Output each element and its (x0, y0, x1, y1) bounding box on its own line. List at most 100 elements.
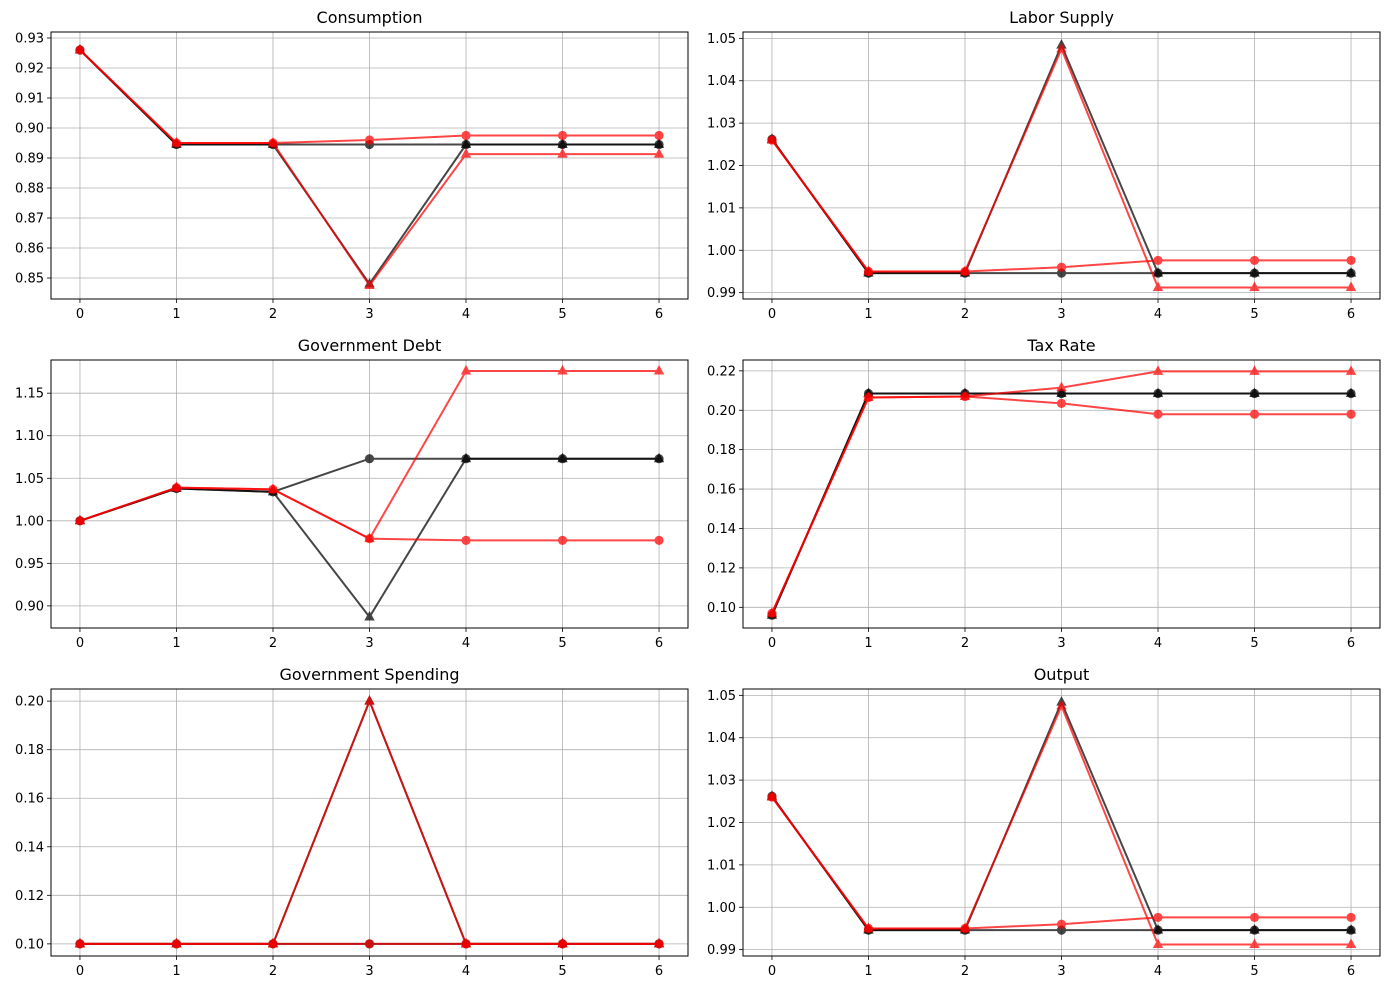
y-tick-label: 1.05 (15, 472, 44, 487)
y-tick-label: 0.87 (15, 212, 44, 227)
data-point (1056, 42, 1067, 53)
x-tick-label: 6 (655, 636, 663, 651)
x-tick-label: 6 (655, 307, 663, 322)
data-point (267, 483, 279, 493)
data-point (654, 130, 664, 141)
y-tick-label: 1.03 (707, 774, 736, 789)
data-point (1249, 387, 1260, 397)
data-point (267, 937, 279, 948)
data-point (1345, 281, 1357, 292)
subplot-1: 0 1 2 3 4 5 6 0.85 0.86 0.87 0.88 0.89 0.90 0.91 0.92 0… (15, 8, 689, 322)
data-point (1345, 365, 1357, 375)
y-tick-label: 0.14 (15, 840, 44, 855)
data-point (653, 148, 665, 158)
data-point (461, 535, 471, 545)
data-point (1249, 281, 1260, 292)
x-tick-label: 5 (558, 964, 566, 979)
y-tick-label: 0.90 (15, 599, 44, 614)
data-point (267, 137, 279, 147)
data-point (460, 452, 472, 463)
data-point (1346, 912, 1356, 923)
y-tick-label: 1.10 (15, 429, 44, 444)
y-tick-label: 1.01 (707, 858, 736, 873)
x-tick-label: 3 (1057, 307, 1065, 322)
data-point (1249, 409, 1260, 419)
y-tick-label: 1.01 (707, 201, 736, 216)
x-tick-label: 1 (864, 307, 872, 322)
axes-frame (742, 688, 1381, 957)
series-4 (766, 365, 1357, 617)
x-tick-label: 6 (655, 964, 663, 979)
x-tick-label: 1 (864, 964, 872, 979)
series-4 (74, 365, 665, 543)
x-tick-label: 3 (1057, 636, 1065, 651)
y-tick-label: 1.04 (707, 74, 736, 89)
y-tick-label: 1.00 (707, 244, 736, 259)
data-point (1249, 912, 1260, 923)
y-tick-label: 0.22 (707, 364, 736, 379)
data-point (461, 130, 471, 141)
data-point (74, 44, 86, 54)
y-tick-label: 1.00 (707, 901, 736, 916)
subplot-4: 0 1 2 3 4 5 6 0.10 0.12 0.14 0.16 0.18 0.20 0.22 Tax R… (707, 336, 1381, 651)
x-tick-label: 4 (1154, 307, 1162, 322)
y-tick-label: 0.18 (15, 743, 44, 758)
y-tick-label: 0.20 (707, 404, 736, 419)
y-tick-label: 0.10 (15, 937, 44, 952)
data-point (460, 937, 472, 948)
subplot-3: 0 1 2 3 4 5 6 0.90 0.95 1.00 1.05 1.10 1.15 Governmen… (15, 336, 689, 651)
x-tick-label: 3 (365, 636, 373, 651)
series-4 (766, 42, 1357, 292)
y-tick-label: 0.16 (15, 792, 44, 807)
x-tick-label: 3 (1057, 964, 1065, 979)
x-tick-label: 6 (1347, 307, 1355, 322)
x-tick-label: 4 (462, 636, 470, 651)
data-point (959, 922, 971, 932)
data-point (863, 391, 874, 401)
axes-frame (742, 359, 1381, 629)
y-tick-label: 1.15 (15, 387, 44, 402)
data-point (460, 148, 472, 158)
y-tick-label: 0.88 (15, 182, 44, 197)
subplot-6: 0 1 2 3 4 5 6 0.99 1.00 1.01 1.02 1.03 1.04 1.05 Outpu… (707, 665, 1381, 979)
data-point (959, 390, 971, 400)
y-tick-label: 0.89 (15, 152, 44, 167)
data-point (557, 452, 568, 463)
x-tick-label: 1 (172, 307, 180, 322)
data-point (460, 138, 472, 148)
data-point (1056, 381, 1067, 392)
data-point (1056, 398, 1067, 408)
x-tick-label: 4 (462, 964, 470, 979)
y-tick-label: 0.18 (707, 443, 736, 458)
x-tick-label: 4 (1154, 964, 1162, 979)
x-tick-label: 5 (558, 307, 566, 322)
x-tick-label: 2 (269, 964, 277, 979)
data-point (766, 134, 778, 144)
x-tick-label: 0 (76, 964, 84, 979)
data-point (74, 514, 86, 525)
x-tick-label: 6 (1347, 636, 1355, 651)
data-point (1249, 255, 1260, 266)
x-tick-label: 4 (462, 307, 470, 322)
data-point (364, 532, 375, 543)
y-tick-label: 0.93 (15, 32, 44, 47)
data-point (1056, 262, 1067, 272)
data-point (1152, 938, 1164, 949)
data-point (364, 695, 375, 705)
y-tick-label: 0.14 (707, 522, 736, 537)
x-tick-label: 6 (1347, 964, 1355, 979)
y-tick-label: 0.12 (707, 561, 736, 576)
y-tick-label: 1.05 (707, 32, 736, 47)
data-point (1152, 365, 1164, 375)
subplot-title: Tax Rate (1026, 336, 1095, 355)
data-point (1249, 365, 1260, 375)
y-tick-label: 0.85 (15, 272, 44, 287)
data-point (863, 265, 874, 275)
x-tick-label: 4 (1154, 636, 1162, 651)
x-tick-label: 2 (961, 636, 969, 651)
subplot-2: 0 1 2 3 4 5 6 0.99 1.00 1.01 1.02 1.03 1.04 1.05 Labor… (707, 8, 1381, 322)
x-tick-label: 0 (76, 307, 84, 322)
x-tick-label: 0 (76, 636, 84, 651)
data-point (557, 148, 568, 158)
